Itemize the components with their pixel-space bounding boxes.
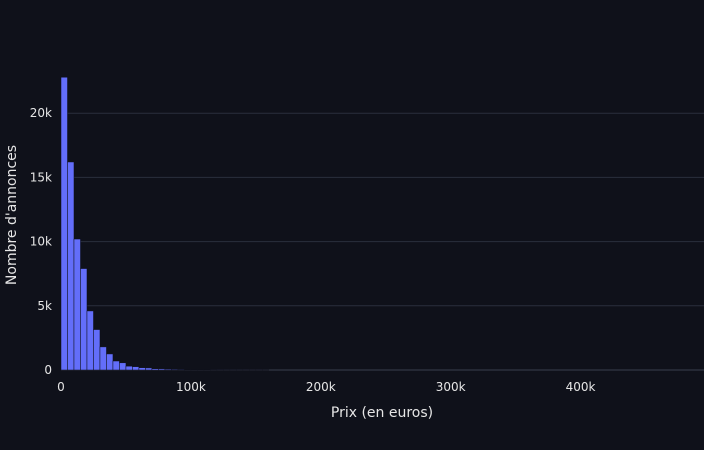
y-tick-label: 10k <box>30 235 52 249</box>
histogram-bar[interactable] <box>67 161 75 371</box>
histogram-bar[interactable] <box>158 368 166 371</box>
x-tick-label: 300k <box>436 380 466 394</box>
y-tick-label: 0 <box>44 363 52 377</box>
x-tick-label: 0 <box>57 380 65 394</box>
y-tick-label: 5k <box>37 299 52 313</box>
histogram-bar[interactable] <box>73 238 81 371</box>
x-axis-title: Prix (en euros) <box>331 405 433 421</box>
histogram-bar[interactable] <box>80 268 88 371</box>
grid-lines <box>61 112 704 371</box>
histogram-bar[interactable] <box>112 360 120 371</box>
histogram-bar[interactable] <box>138 367 146 371</box>
y-tick-label: 20k <box>30 106 52 120</box>
x-tick-label: 200k <box>306 380 336 394</box>
y-axis-ticks: 0 5k 10k 15k 20k <box>30 106 52 377</box>
histogram-bar[interactable] <box>125 365 133 371</box>
histogram-bar[interactable] <box>99 346 107 371</box>
y-tick-label: 15k <box>30 170 52 184</box>
x-tick-label: 400k <box>566 380 596 394</box>
histogram-bar[interactable] <box>60 76 68 371</box>
x-tick-label: 100k <box>176 380 206 394</box>
y-axis-title: Nombre d'annonces <box>4 145 20 285</box>
x-axis-ticks: 0 100k 200k 300k 400k <box>57 380 595 394</box>
histogram-bar[interactable] <box>106 353 114 371</box>
histogram-bar[interactable] <box>177 369 185 371</box>
histogram-bar[interactable] <box>86 310 94 371</box>
histogram-bar[interactable] <box>93 329 101 371</box>
histogram-bar[interactable] <box>145 367 153 371</box>
histogram-bar[interactable] <box>151 368 159 371</box>
histogram-bar[interactable] <box>132 366 140 371</box>
histogram-bar[interactable] <box>171 369 179 371</box>
histogram-bar[interactable] <box>164 368 172 371</box>
bars <box>60 76 270 371</box>
histogram-bar[interactable] <box>119 362 127 371</box>
